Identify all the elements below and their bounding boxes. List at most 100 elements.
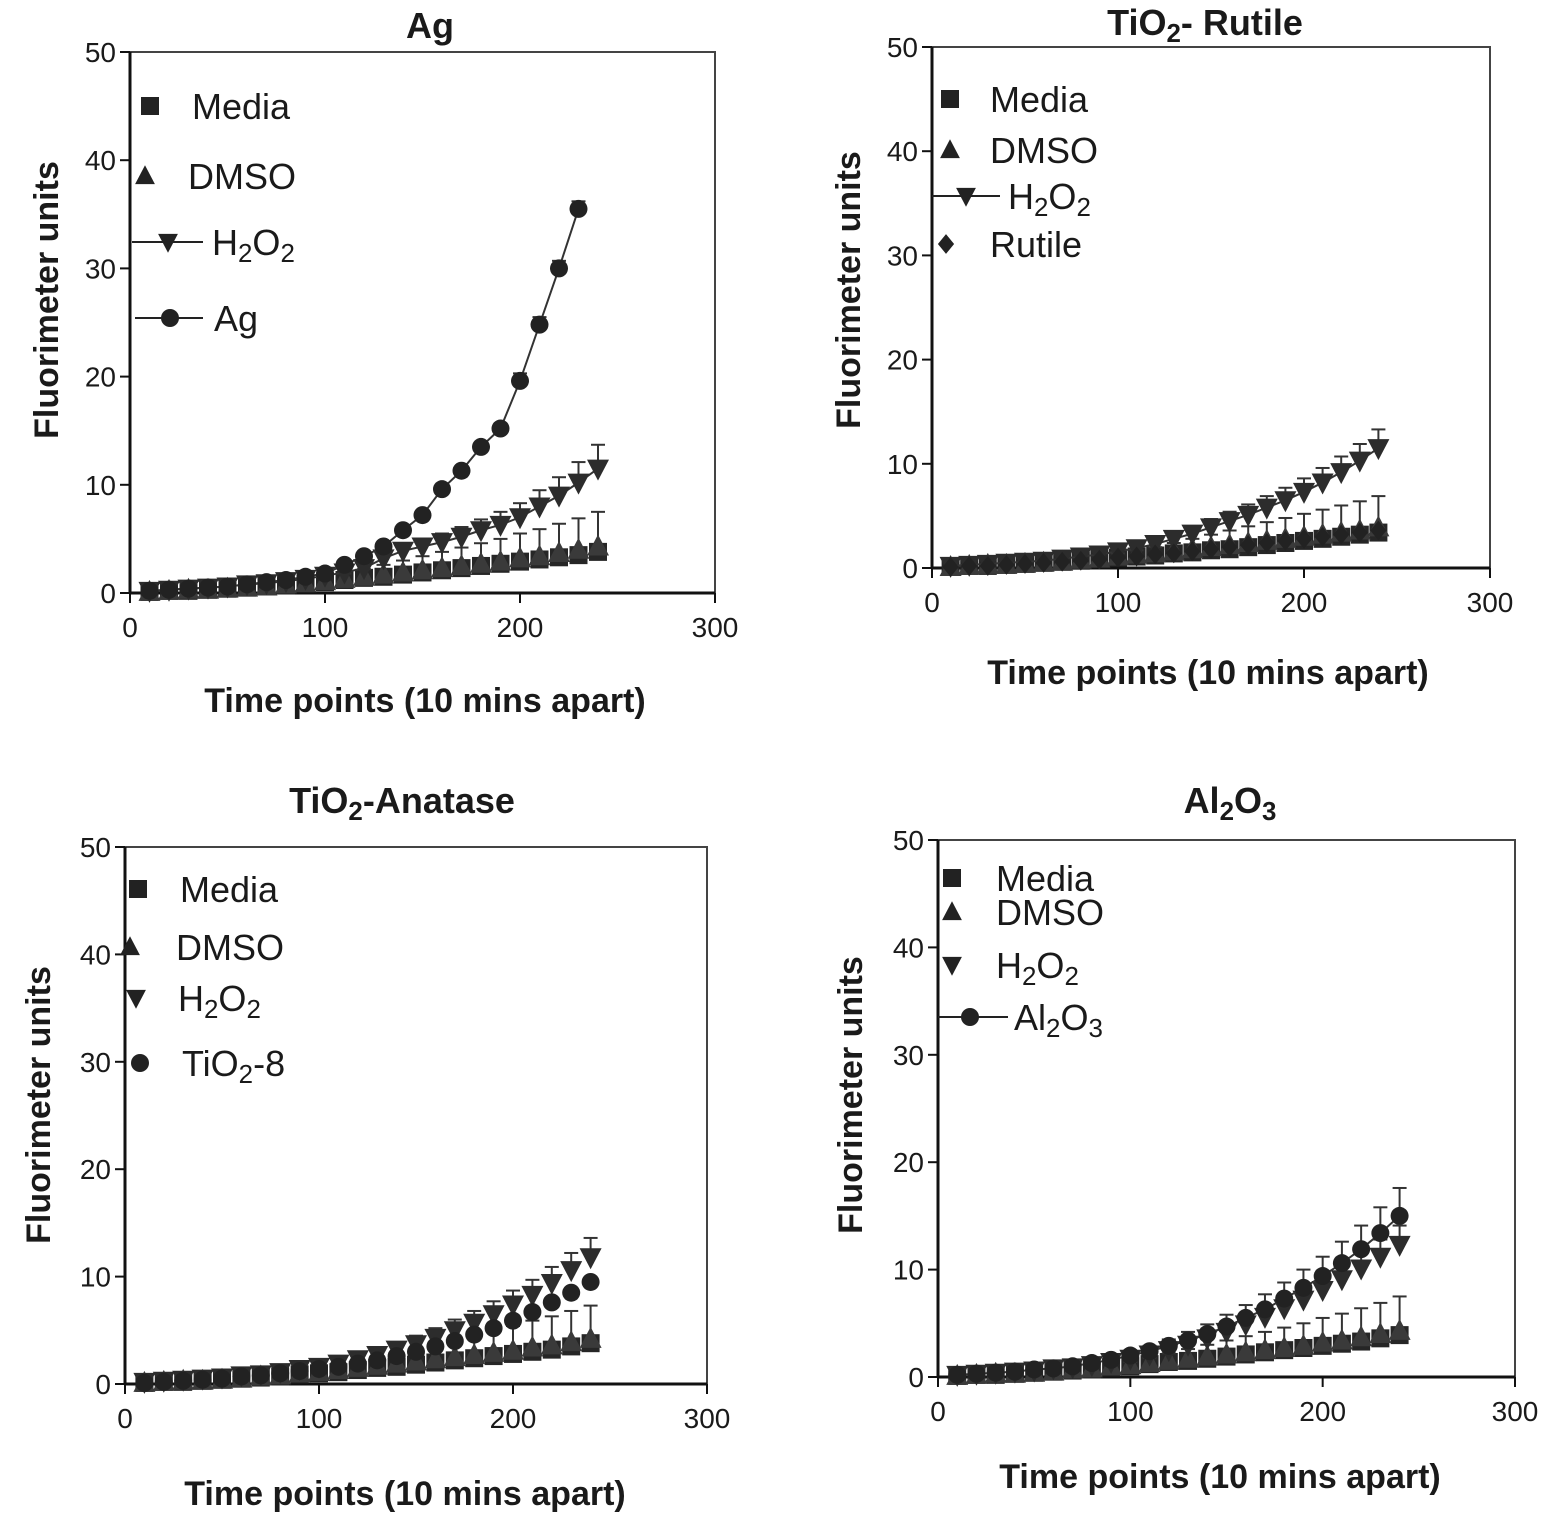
data-point bbox=[394, 521, 412, 540]
data-point bbox=[548, 486, 570, 508]
data-point bbox=[431, 556, 453, 578]
data-point bbox=[443, 1321, 466, 1343]
x-tick-label: 200 bbox=[1299, 1396, 1346, 1427]
data-point bbox=[1025, 1360, 1044, 1379]
data-point bbox=[567, 537, 590, 559]
plot-frame bbox=[931, 46, 1491, 569]
data-point bbox=[587, 534, 609, 556]
x-tick-label: 0 bbox=[930, 1396, 946, 1427]
x-axis-label: Time points (10 mins apart) bbox=[987, 654, 1428, 692]
data-point bbox=[213, 1369, 231, 1388]
data-point bbox=[567, 473, 590, 495]
chart-title: TiO2- Rutile bbox=[1107, 2, 1303, 48]
data-point bbox=[1177, 1346, 1200, 1368]
data-point bbox=[1369, 1247, 1392, 1269]
data-point bbox=[392, 560, 414, 582]
legend: Media DMSO H2O2 Ag bbox=[132, 86, 296, 339]
legend-label-dmso: DMSO bbox=[188, 156, 296, 197]
y-tick-label: 40 bbox=[85, 145, 116, 176]
x-tick-label: 100 bbox=[1107, 1396, 1154, 1427]
legend-label-rutile: Rutile bbox=[990, 224, 1082, 265]
chart-panel-al2o3: Al2O3 0 10 20 30 40 50 0 100 200 300 Time points (1… bbox=[832, 780, 1538, 1496]
data-point bbox=[1091, 549, 1108, 570]
y-axis-label: Fluorimeter units bbox=[20, 966, 58, 1244]
x-axis-label: Time points (10 mins apart) bbox=[204, 682, 645, 720]
y-tick-label: 30 bbox=[80, 1047, 111, 1078]
data-point bbox=[1388, 1235, 1411, 1257]
data-point bbox=[1179, 1331, 1198, 1350]
y-tick-label: 50 bbox=[80, 832, 111, 863]
data-point bbox=[232, 1367, 251, 1386]
data-point bbox=[540, 1333, 563, 1355]
legend-marker-h2o2 bbox=[942, 956, 962, 976]
x-tick-label: 300 bbox=[692, 612, 739, 643]
series-tio2-8 bbox=[135, 1272, 600, 1392]
data-point bbox=[290, 1362, 309, 1381]
y-tick-label: 20 bbox=[80, 1154, 111, 1185]
series-line bbox=[149, 467, 599, 592]
data-point bbox=[961, 556, 978, 576]
data-point bbox=[1367, 439, 1390, 461]
data-point bbox=[1165, 543, 1182, 564]
legend-marker-h2o2 bbox=[956, 187, 976, 207]
data-point bbox=[1109, 547, 1127, 568]
data-point bbox=[1255, 498, 1278, 520]
y-tick-label: 0 bbox=[95, 1369, 111, 1400]
y-tick-label: 20 bbox=[887, 345, 918, 376]
y-tick-label: 10 bbox=[893, 1255, 924, 1286]
data-point bbox=[1063, 1357, 1082, 1376]
legend-label-dmso: DMSO bbox=[176, 927, 284, 968]
data-point bbox=[523, 1303, 542, 1322]
legend-marker-dmso bbox=[942, 901, 962, 921]
y-tick-label: 50 bbox=[85, 37, 116, 68]
data-point bbox=[1313, 1267, 1332, 1286]
legend-marker-rutile bbox=[937, 234, 955, 254]
data-point bbox=[450, 553, 473, 575]
data-point bbox=[411, 558, 434, 580]
data-point bbox=[489, 549, 512, 571]
data-point bbox=[1196, 1344, 1219, 1366]
data-point bbox=[1221, 537, 1238, 558]
data-point bbox=[528, 497, 551, 519]
legend-marker-tio2-8 bbox=[131, 1054, 149, 1072]
legend-label-h2o2: H2O2 bbox=[178, 978, 261, 1024]
data-point bbox=[1330, 1270, 1353, 1292]
data-point bbox=[1277, 531, 1294, 551]
data-point bbox=[174, 1371, 193, 1390]
data-point bbox=[579, 1248, 602, 1270]
legend-label-al2o3: Al2O3 bbox=[1014, 997, 1103, 1043]
data-point bbox=[528, 544, 551, 566]
data-point bbox=[548, 540, 570, 562]
data-point bbox=[348, 1354, 367, 1373]
data-point bbox=[452, 461, 471, 480]
data-point bbox=[942, 557, 959, 577]
data-point bbox=[271, 1364, 290, 1383]
data-point bbox=[1236, 1308, 1255, 1327]
data-point bbox=[470, 521, 492, 543]
data-point bbox=[1159, 1336, 1178, 1355]
data-point bbox=[502, 1338, 524, 1360]
data-point bbox=[1082, 1354, 1101, 1373]
data-point bbox=[355, 547, 373, 566]
data-point bbox=[581, 1272, 600, 1291]
legend: Media DMSO H2O2 TiO2-8 bbox=[120, 869, 285, 1089]
data-point bbox=[218, 577, 237, 596]
data-point bbox=[329, 1357, 348, 1376]
data-point bbox=[1314, 526, 1331, 547]
data-point bbox=[179, 579, 198, 598]
x-axis-label: Time points (10 mins apart) bbox=[999, 1458, 1440, 1496]
data-point bbox=[1311, 473, 1334, 495]
y-tick-label: 10 bbox=[887, 449, 918, 480]
data-point bbox=[562, 1283, 581, 1302]
data-point bbox=[443, 1345, 466, 1367]
data-point bbox=[1162, 529, 1185, 551]
y-axis-label: Fluorimeter units bbox=[28, 161, 66, 439]
data-point bbox=[1198, 1325, 1217, 1344]
series-line bbox=[950, 447, 1379, 567]
data-point bbox=[502, 1295, 524, 1317]
data-point bbox=[1044, 1359, 1063, 1378]
y-tick-label: 0 bbox=[902, 553, 918, 584]
data-point bbox=[1240, 535, 1257, 555]
data-point bbox=[374, 537, 393, 556]
